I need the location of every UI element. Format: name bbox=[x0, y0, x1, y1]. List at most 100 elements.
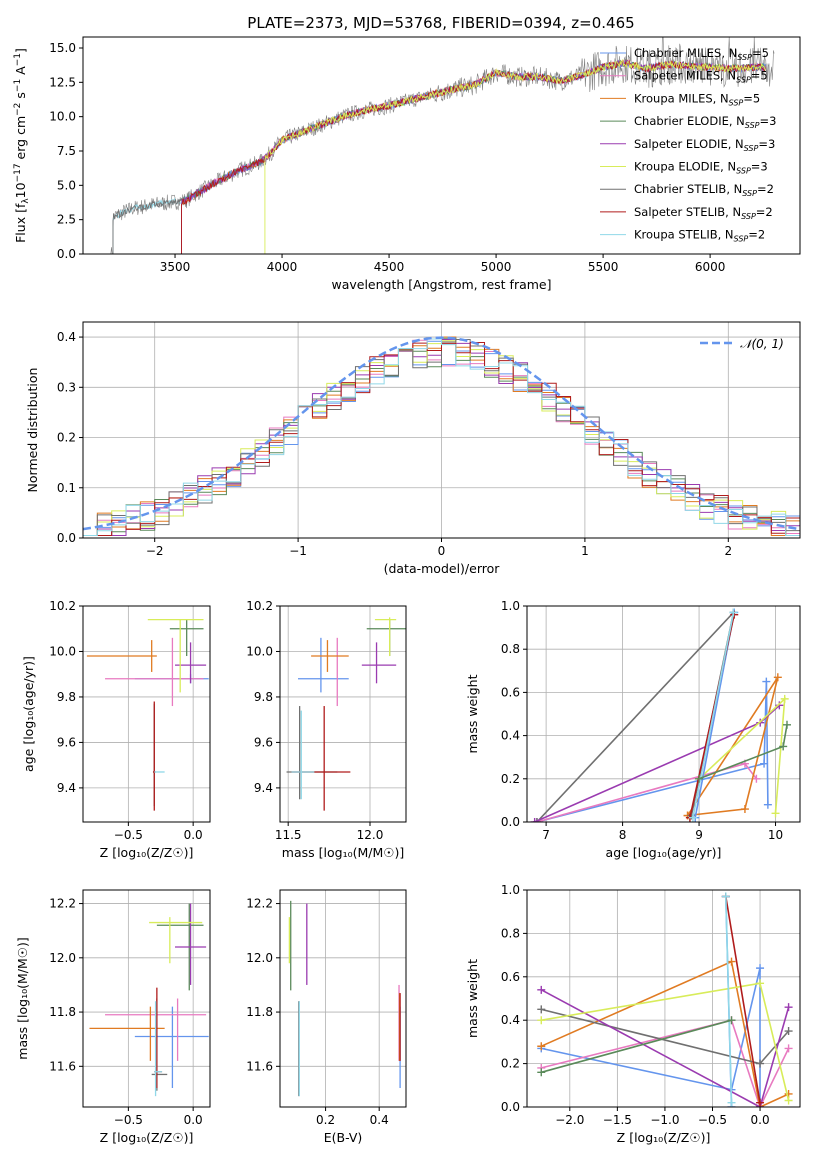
y-tick-label: 0.2 bbox=[501, 1057, 520, 1071]
x-tick-label: 5000 bbox=[481, 260, 512, 274]
legend-entry: Salpeter ELODIE, NSSP=3 bbox=[634, 137, 775, 153]
y-tick-label: 0.2 bbox=[501, 772, 520, 786]
y-tick-label: 10.0 bbox=[49, 110, 76, 124]
weight-marker bbox=[537, 1042, 546, 1051]
x-axis-label: Z [log₁₀(Z/Z☉)] bbox=[100, 1130, 194, 1145]
axes-frame bbox=[526, 889, 801, 1108]
x-tick-label: −0.5 bbox=[114, 828, 143, 842]
model-spectrum-line bbox=[262, 58, 767, 254]
x-tick-label: 4000 bbox=[267, 260, 298, 274]
legend: Chabrier MILES, NSSP=5 Salpeter MILES, NS… bbox=[600, 46, 776, 244]
x-axis-label: wavelength [Angstrom, rest frame] bbox=[331, 277, 551, 292]
y-axis-label: Normed distribution bbox=[25, 368, 40, 493]
plot-area bbox=[83, 336, 800, 536]
y-axis-label: age [log₁₀(age/yr)] bbox=[21, 656, 36, 772]
x-axis-label: (data-model)/error bbox=[384, 561, 501, 576]
weight-line bbox=[541, 967, 761, 1107]
y-axis-label: Flux [fλ10−17 erg cm−2 s−1 A−1] bbox=[13, 48, 31, 243]
weight-marker bbox=[530, 818, 539, 822]
x-tick-label: −0.5 bbox=[114, 1113, 143, 1127]
weight-marker bbox=[773, 673, 782, 682]
x-tick-label: 12.0 bbox=[357, 828, 384, 842]
axes-frame bbox=[279, 889, 407, 1108]
weight-marker bbox=[784, 1003, 793, 1012]
plot-area bbox=[537, 892, 793, 1107]
x-axis-label: mass [log₁₀(M/M☉)] bbox=[282, 845, 404, 860]
weight-marker bbox=[537, 1005, 546, 1014]
y-tick-label: 0.8 bbox=[501, 926, 520, 940]
weight-marker bbox=[729, 608, 738, 617]
weight-marker bbox=[756, 964, 765, 973]
weight-line bbox=[541, 1019, 732, 1074]
y-tick-label: 0.0 bbox=[501, 1100, 520, 1114]
weight-marker bbox=[760, 759, 769, 768]
y-tick-label: 11.6 bbox=[246, 1059, 273, 1073]
legend-entry: 𝒩(0, 1) bbox=[740, 337, 784, 351]
y-tick-label: 12.2 bbox=[246, 897, 273, 911]
y-tick-label: 10.0 bbox=[246, 644, 273, 658]
x-tick-label: 7 bbox=[542, 828, 550, 842]
axes-frame bbox=[82, 605, 211, 823]
weight-marker bbox=[695, 774, 704, 783]
weight-marker bbox=[756, 1098, 765, 1107]
gaussian-curve bbox=[83, 336, 800, 531]
y-axis-label: mass weight bbox=[465, 959, 480, 1038]
panel-residuals: −2 −1 0 1 2 0.0 0.1 0.2 0.3 0.4 (data-model)/error… bbox=[25, 321, 801, 576]
panel-spectrum: 3500 4000 4500 5000 5500 6000 0.0 2.5 5.0 7.5 10.0… bbox=[13, 36, 801, 292]
x-tick-label: −0.5 bbox=[698, 1113, 727, 1127]
x-tick-label: 4500 bbox=[374, 260, 405, 274]
weight-marker bbox=[771, 809, 780, 818]
y-tick-label: 0.6 bbox=[501, 685, 520, 699]
axes-frame bbox=[82, 889, 211, 1108]
axes-frame bbox=[279, 605, 407, 823]
weight-line bbox=[541, 1019, 790, 1107]
y-tick-label: 0.1 bbox=[57, 481, 76, 495]
weight-line bbox=[725, 896, 761, 1103]
y-tick-label: 0.0 bbox=[501, 815, 520, 829]
x-axis-label: E(B-V) bbox=[324, 1130, 363, 1145]
y-axis-label: mass weight bbox=[465, 674, 480, 753]
y-tick-label: 5.0 bbox=[57, 178, 76, 192]
x-axis-label: Z [log₁₀(Z/Z☉)] bbox=[617, 1130, 711, 1145]
y-tick-label: 10.0 bbox=[49, 644, 76, 658]
y-tick-label: 0.3 bbox=[57, 380, 76, 394]
weight-marker bbox=[740, 805, 749, 814]
legend-entry: Salpeter MILES, NSSP=5 bbox=[634, 69, 768, 85]
y-tick-label: 1.0 bbox=[501, 599, 520, 613]
y-tick-label: 9.4 bbox=[254, 781, 273, 795]
y-tick-label: 10.2 bbox=[49, 599, 76, 613]
y-tick-label: 10.2 bbox=[246, 599, 273, 613]
weight-line bbox=[540, 989, 790, 1107]
weight-marker bbox=[779, 742, 788, 751]
x-tick-label: −1.0 bbox=[650, 1113, 679, 1127]
panel-weight-vs-age: 7 8 9 10 0.0 0.2 0.4 0.6 0.8 1.0 age [log₁₀(age/yr… bbox=[465, 599, 801, 860]
x-tick-label: 0 bbox=[438, 544, 446, 558]
weight-marker bbox=[780, 694, 789, 703]
y-tick-label: 12.0 bbox=[49, 951, 76, 965]
y-tick-label: 0.2 bbox=[57, 431, 76, 445]
plot-area bbox=[288, 900, 401, 1097]
y-tick-label: 9.8 bbox=[254, 690, 273, 704]
legend-entry: Chabrier ELODIE, NSSP=3 bbox=[634, 114, 776, 130]
x-tick-label: 8 bbox=[619, 828, 627, 842]
plot-area bbox=[89, 903, 209, 1097]
y-tick-label: 12.0 bbox=[246, 951, 273, 965]
x-tick-label: 0.0 bbox=[751, 1113, 770, 1127]
x-tick-label: −1.5 bbox=[603, 1113, 632, 1127]
weight-marker bbox=[727, 957, 736, 966]
y-tick-label: 7.5 bbox=[57, 144, 76, 158]
weight-marker bbox=[784, 1027, 793, 1036]
x-tick-label: 0.4 bbox=[370, 1113, 389, 1127]
histogram-step bbox=[83, 338, 800, 536]
x-tick-label: 5500 bbox=[588, 260, 619, 274]
y-tick-label: 1.0 bbox=[501, 883, 520, 897]
y-tick-label: 9.6 bbox=[254, 735, 273, 749]
weight-marker bbox=[688, 813, 697, 822]
y-tick-label: 0.0 bbox=[57, 531, 76, 545]
y-tick-label: 12.2 bbox=[49, 897, 76, 911]
y-tick-label: 0.8 bbox=[501, 642, 520, 656]
weight-marker bbox=[763, 800, 772, 809]
x-axis-label: Z [log₁₀(Z/Z☉)] bbox=[100, 845, 194, 860]
weight-line bbox=[698, 724, 788, 780]
plot-area bbox=[286, 617, 406, 811]
